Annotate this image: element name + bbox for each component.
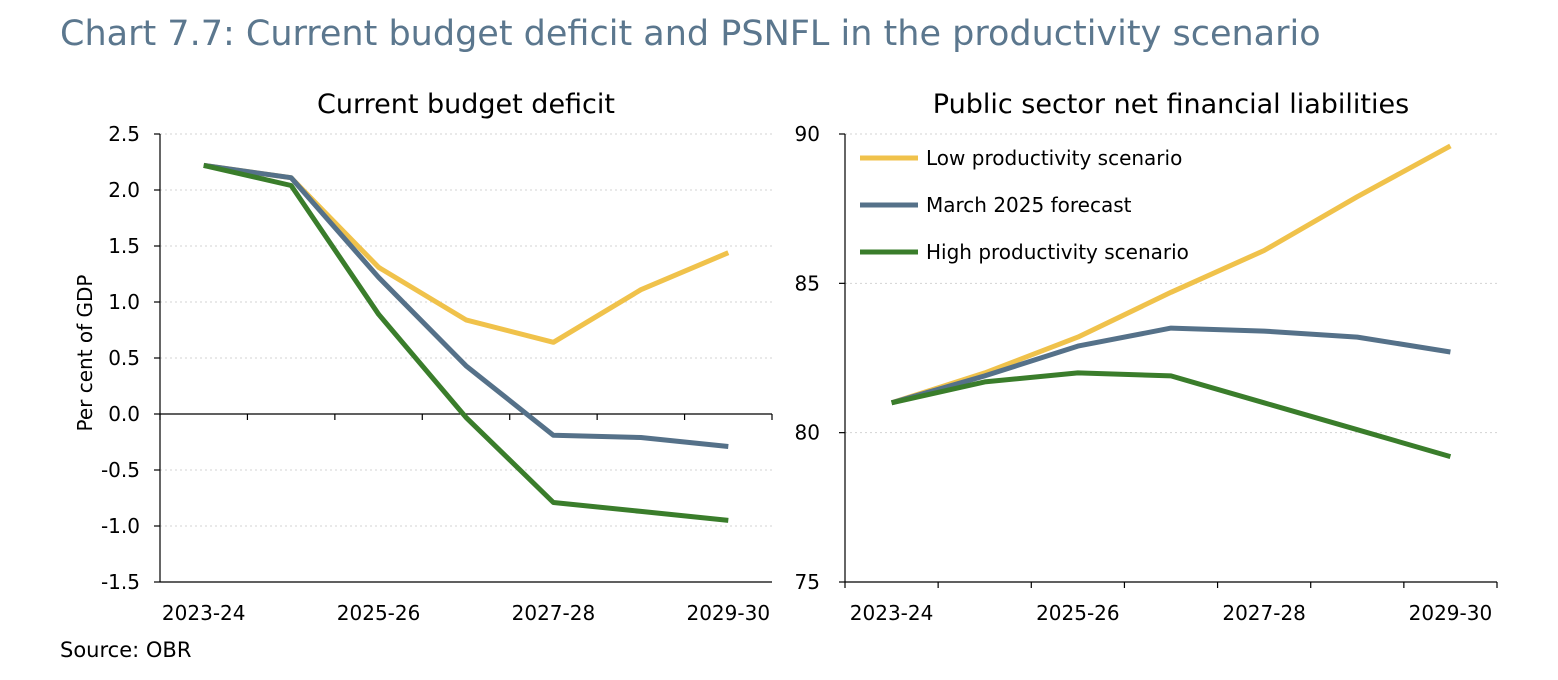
y-tick-label: -0.5 xyxy=(101,458,140,482)
x-tick-label: 2025-26 xyxy=(1036,601,1120,625)
x-tick-label: 2023-24 xyxy=(850,601,934,625)
y-tick-label: 0.5 xyxy=(108,346,140,370)
y-tick-label: 85 xyxy=(795,271,820,295)
y-tick-label: 1.0 xyxy=(108,290,140,314)
panel-title: Public sector net financial liabilities xyxy=(933,89,1409,120)
y-axis-title: Per cent of GDP xyxy=(73,274,97,431)
series-line-low-productivity xyxy=(203,162,730,345)
x-tick-label: 2029-30 xyxy=(1409,601,1493,625)
x-tick-label: 2023-24 xyxy=(162,601,246,625)
y-tick-label: 80 xyxy=(795,421,820,445)
legend-label: March 2025 forecast xyxy=(926,193,1132,217)
legend-label: Low productivity scenario xyxy=(926,146,1182,170)
series-line-high-productivity xyxy=(891,370,1452,460)
legend-label: High productivity scenario xyxy=(926,240,1189,264)
y-tick-label: 0.0 xyxy=(108,402,140,426)
x-tick-label: 2027-28 xyxy=(512,601,596,625)
series-line-march-2025-forecast xyxy=(203,162,729,449)
source-note: Source: OBR xyxy=(60,638,192,662)
chart-main-title: Chart 7.7: Current budget deficit and PS… xyxy=(60,14,1321,54)
series-line-high-productivity xyxy=(203,162,729,523)
y-tick-label: 1.5 xyxy=(108,234,140,258)
y-tick-label: -1.0 xyxy=(101,514,140,538)
y-tick-label: 75 xyxy=(795,570,820,594)
y-tick-label: 2.5 xyxy=(108,122,140,146)
x-tick-label: 2027-28 xyxy=(1222,601,1306,625)
x-tick-label: 2025-26 xyxy=(337,601,421,625)
y-tick-label: -1.5 xyxy=(101,570,140,594)
series-line-low-productivity xyxy=(890,143,1452,406)
series-line-march-2025-forecast xyxy=(890,325,1451,406)
y-tick-label: 2.0 xyxy=(108,178,140,202)
panel-title: Current budget deficit xyxy=(317,89,615,120)
y-tick-label: 90 xyxy=(795,122,820,146)
x-tick-label: 2029-30 xyxy=(686,601,770,625)
